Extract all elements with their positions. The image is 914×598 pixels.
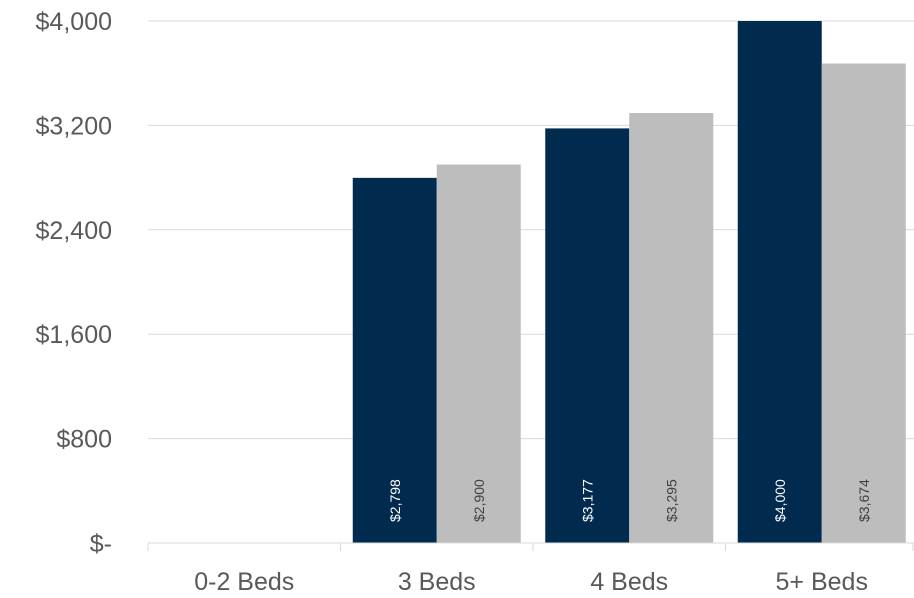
data-label: $2,900 [471,479,487,522]
bar [821,63,906,543]
bar [352,177,437,543]
bar [629,113,714,543]
data-label: $3,674 [856,479,872,522]
y-tick-label: $2,400 [36,217,112,245]
bar [545,128,630,544]
y-tick-label: $1,600 [36,321,112,349]
y-axis: $- $800 $1,600 $2,400 $3,200 $4,000 [36,8,112,558]
x-axis: 0-2 Beds 3 Beds 4 Beds 5+ Beds [147,542,914,596]
y-tick-label: $800 [56,426,112,454]
x-tick-label: 0-2 Beds [194,568,294,596]
data-label: $3,177 [579,479,595,522]
data-label: $3,295 [663,479,679,522]
bars: $2,798 $2,900 $3,177 $3,295 $4,000 $3,674 [352,21,906,544]
x-tick-label: 5+ Beds [776,568,868,596]
x-tick-label: 4 Beds [590,568,668,596]
data-label: $2,798 [387,479,403,522]
data-label: $4,000 [772,479,788,522]
bar [737,21,822,543]
y-tick-label: $3,200 [36,112,112,140]
y-tick-label: $- [90,530,112,558]
bar [436,164,521,544]
x-tick-label: 3 Beds [398,568,476,596]
y-tick-label: $4,000 [36,8,112,36]
